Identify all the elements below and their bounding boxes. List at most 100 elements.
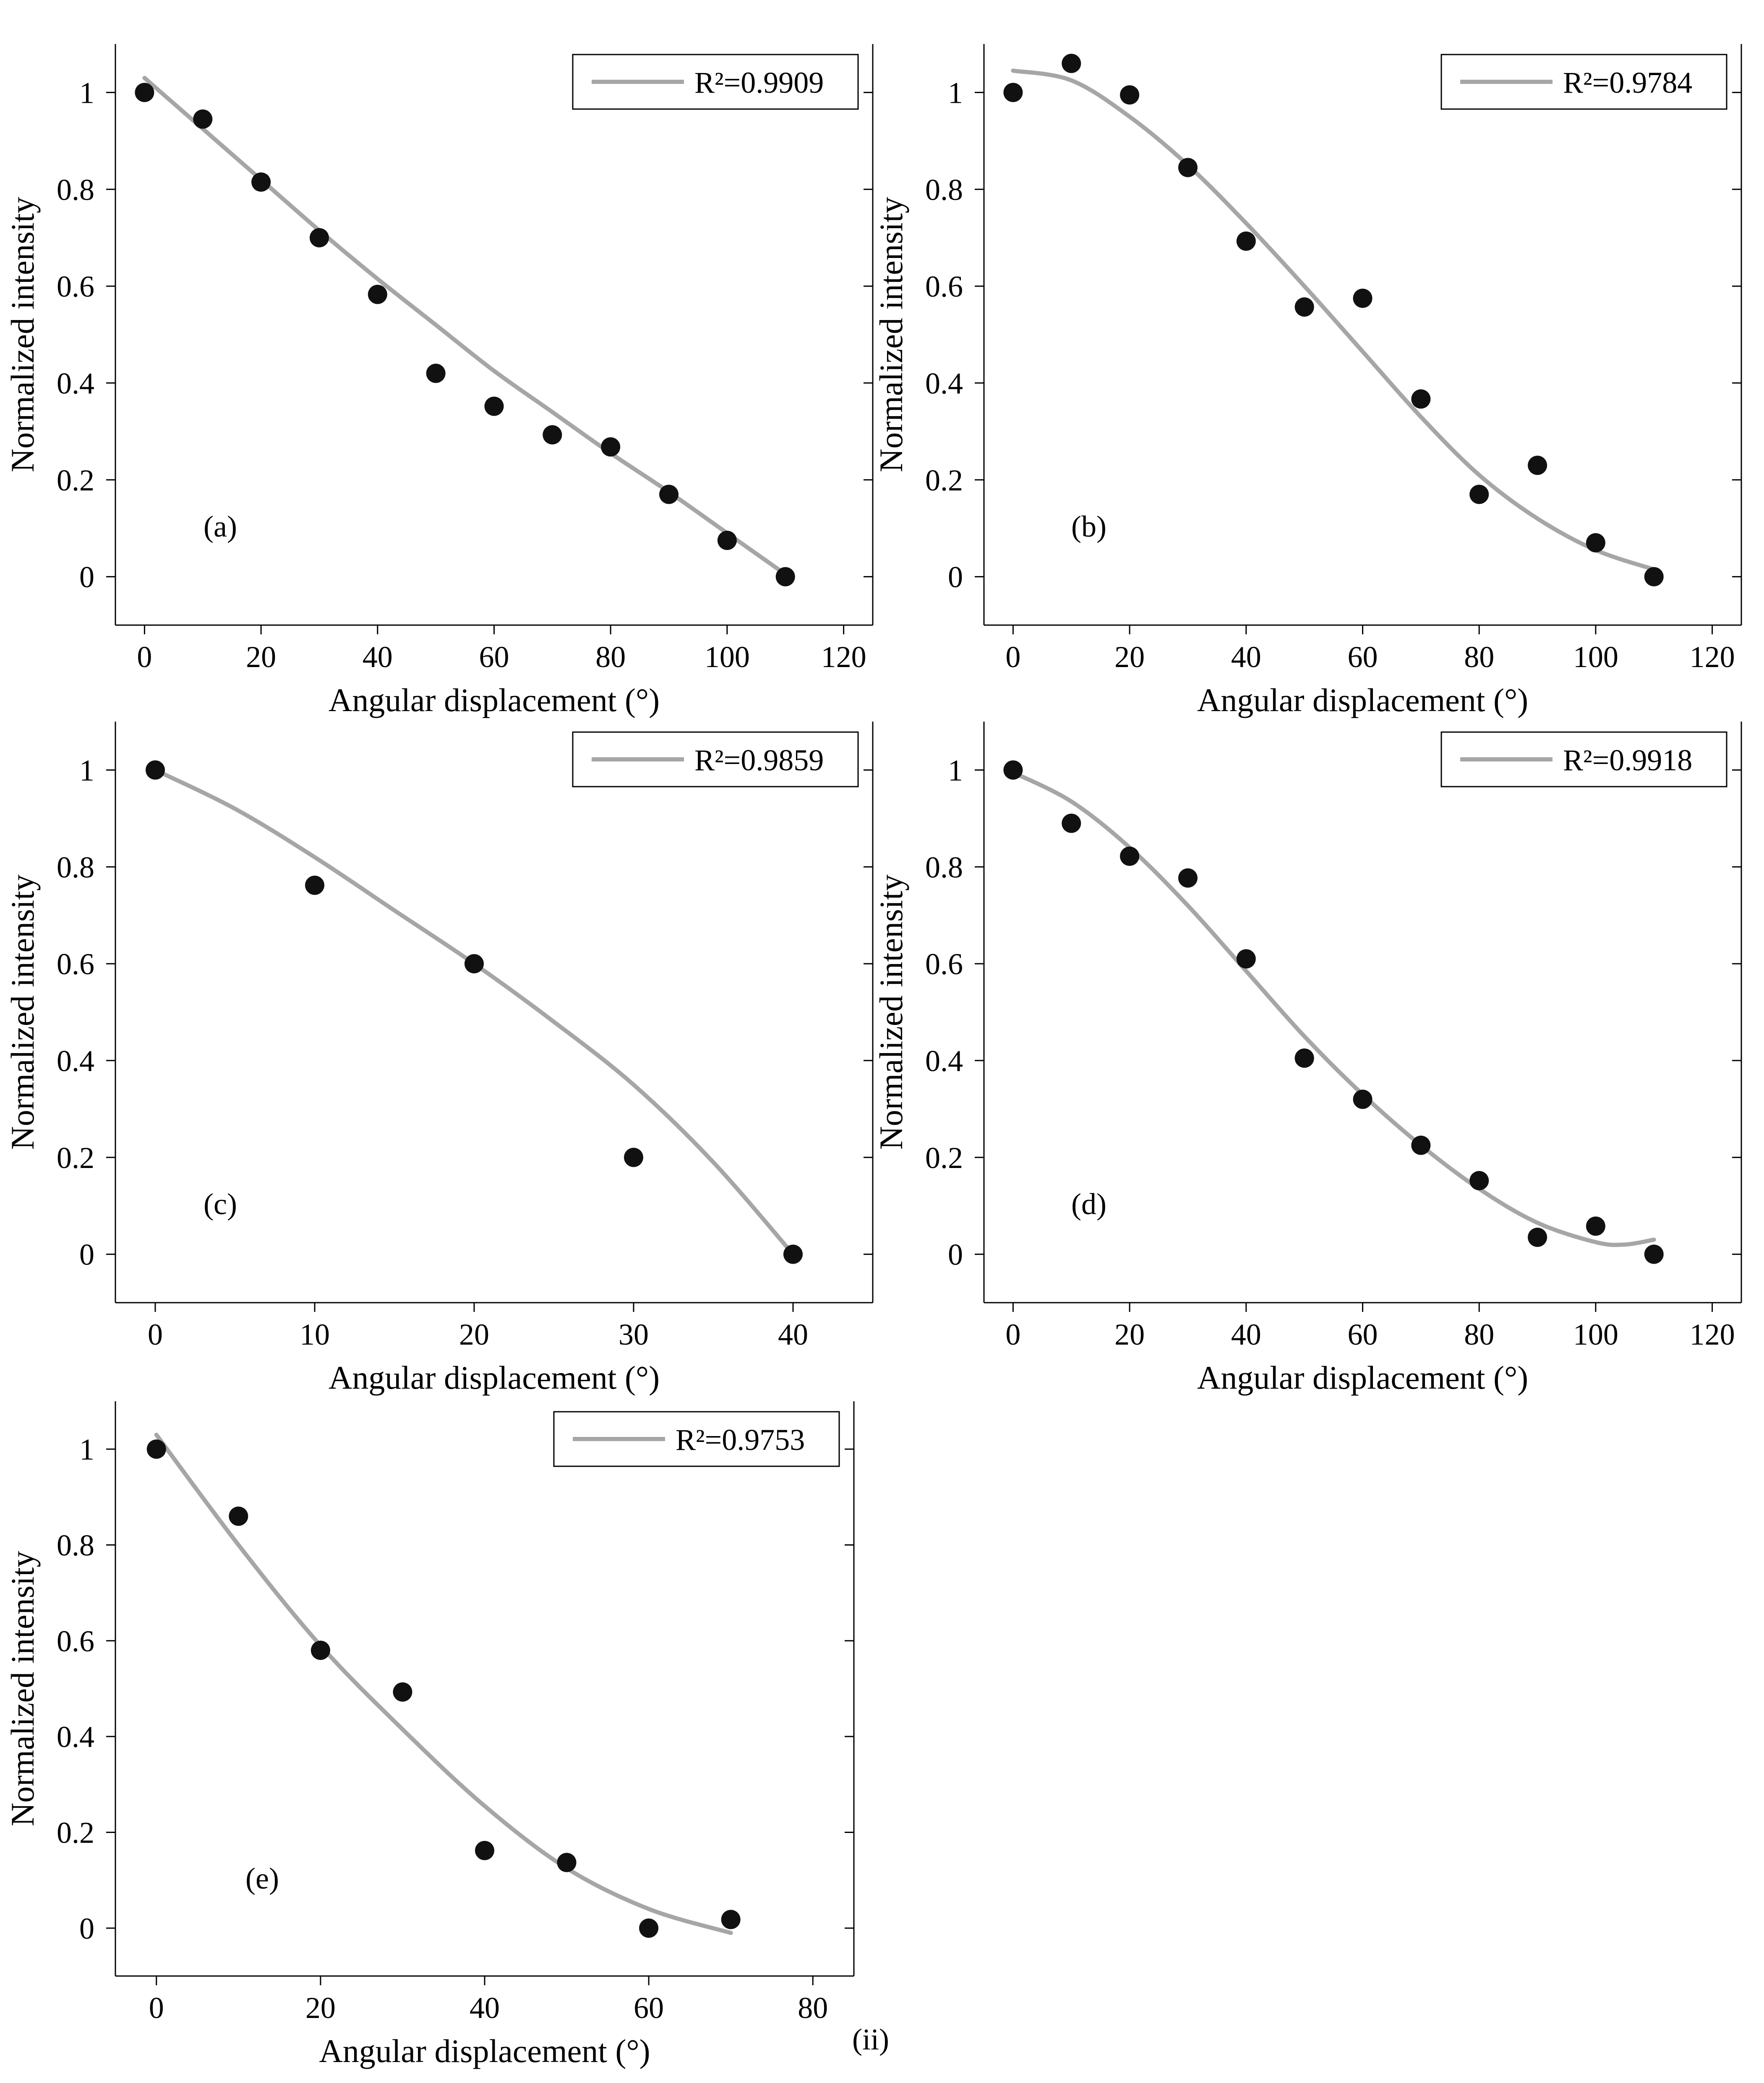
x-tick-label: 20 xyxy=(246,640,276,674)
x-tick-label: 0 xyxy=(137,640,152,674)
data-point xyxy=(775,567,795,587)
y-tick-label: 0 xyxy=(948,561,963,594)
y-axis-title: Normalized intensity xyxy=(4,874,41,1150)
y-tick-label: 0.4 xyxy=(57,1044,94,1078)
x-tick-label: 40 xyxy=(363,640,393,674)
data-point xyxy=(464,954,484,974)
y-axis-title: Normalized intensity xyxy=(4,197,41,472)
data-point xyxy=(639,1918,659,1938)
y-tick-label: 0.8 xyxy=(57,1529,94,1562)
data-point xyxy=(1178,158,1198,177)
x-tick-label: 100 xyxy=(1573,640,1618,674)
data-point xyxy=(717,531,737,550)
y-tick-label: 0.4 xyxy=(57,1720,94,1754)
y-tick-label: 0.8 xyxy=(925,850,963,884)
fit-curve xyxy=(1011,770,1656,1247)
y-tick-label: 0.6 xyxy=(57,1624,94,1658)
x-tick-label: 40 xyxy=(778,1318,808,1351)
x-tick-label: 10 xyxy=(300,1318,330,1351)
legend-entry: R²=0.9918 xyxy=(1563,743,1692,777)
y-tick-label: 0.8 xyxy=(57,173,94,206)
data-point xyxy=(1353,1090,1373,1109)
x-tick-label: 120 xyxy=(1690,1318,1735,1351)
y-axis-title: Normalized intensity xyxy=(873,197,909,472)
x-axis-title: Angular displacement (°) xyxy=(329,682,660,718)
y-tick-label: 0.6 xyxy=(57,270,94,303)
data-point xyxy=(1469,485,1489,504)
x-tick-label: 60 xyxy=(1348,1318,1378,1351)
data-point xyxy=(1411,389,1431,409)
y-tick-label: 1 xyxy=(79,76,94,109)
data-point xyxy=(393,1682,412,1702)
x-tick-label: 20 xyxy=(305,1991,336,2025)
y-tick-label: 0.2 xyxy=(57,464,94,497)
x-tick-label: 0 xyxy=(149,1991,164,2025)
data-point xyxy=(1528,1228,1547,1247)
panel-label: (e) xyxy=(245,1862,279,1895)
data-point xyxy=(1586,533,1605,553)
y-axis-title: Normalized intensity xyxy=(4,1551,41,1826)
data-point xyxy=(475,1841,494,1860)
data-point xyxy=(721,1910,741,1929)
panel-label: (b) xyxy=(1071,510,1106,543)
data-point xyxy=(659,485,679,504)
fit-curve xyxy=(142,76,788,576)
figure-part-label: (ii) xyxy=(852,2023,889,2056)
y-tick-label: 0.6 xyxy=(925,947,963,981)
y-tick-label: 1 xyxy=(79,753,94,787)
legend-entry: R²=0.9859 xyxy=(694,743,824,777)
y-tick-label: 0.2 xyxy=(925,464,963,497)
data-point xyxy=(1411,1135,1431,1155)
x-tick-label: 100 xyxy=(1573,1318,1618,1351)
legend-entry: R²=0.9753 xyxy=(676,1423,805,1457)
x-tick-label: 100 xyxy=(705,640,750,674)
data-point xyxy=(783,1244,803,1264)
data-point xyxy=(311,1640,330,1660)
data-point xyxy=(1294,297,1314,317)
data-point xyxy=(557,1853,577,1872)
panel-label: (c) xyxy=(204,1187,237,1221)
x-tick-label: 40 xyxy=(470,1991,500,2025)
data-point xyxy=(135,83,154,102)
y-tick-label: 0.6 xyxy=(925,270,963,303)
y-tick-label: 1 xyxy=(948,753,963,787)
y-tick-label: 0.4 xyxy=(925,1044,963,1078)
y-tick-label: 0 xyxy=(79,561,94,594)
x-tick-label: 80 xyxy=(1464,1318,1494,1351)
x-axis-title: Angular displacement (°) xyxy=(1197,682,1528,718)
panel-label: (d) xyxy=(1071,1187,1106,1221)
x-axis-title: Angular displacement (°) xyxy=(1197,1359,1528,1396)
data-point xyxy=(146,760,165,780)
y-tick-label: 0.6 xyxy=(57,947,94,981)
x-tick-label: 80 xyxy=(595,640,626,674)
x-tick-label: 40 xyxy=(1231,640,1261,674)
panel-d: 0 20 40 60 80 100 120 0 0.2 0.4 0.6 0.8 1 Angular dis… xyxy=(873,722,1742,1396)
y-tick-label: 0.4 xyxy=(57,367,94,400)
fit-curve xyxy=(154,1432,733,1935)
y-tick-label: 0.8 xyxy=(925,173,963,206)
x-axis-title: Angular displacement (°) xyxy=(319,2033,650,2069)
data-point xyxy=(251,172,271,192)
x-tick-label: 30 xyxy=(618,1318,649,1351)
data-point xyxy=(1236,949,1256,969)
x-tick-label: 0 xyxy=(148,1318,163,1351)
data-point xyxy=(1062,54,1081,73)
data-point xyxy=(1178,868,1198,888)
y-tick-label: 0 xyxy=(948,1238,963,1272)
data-point xyxy=(368,284,387,304)
x-tick-label: 20 xyxy=(1114,640,1145,674)
data-point xyxy=(1644,1244,1664,1264)
y-tick-label: 0.8 xyxy=(57,850,94,884)
x-tick-label: 20 xyxy=(1114,1318,1145,1351)
data-point xyxy=(1469,1171,1489,1191)
y-tick-label: 0 xyxy=(79,1912,94,1945)
data-point xyxy=(1003,760,1023,780)
data-point xyxy=(1294,1048,1314,1068)
panel-b: 0 20 40 60 80 100 120 0 0.2 0.4 0.6 0.8 1 Angular dis… xyxy=(873,44,1742,718)
data-point xyxy=(1120,846,1140,866)
legend-entry: R²=0.9784 xyxy=(1563,66,1692,99)
y-tick-label: 0.2 xyxy=(925,1141,963,1175)
data-point xyxy=(1528,456,1547,475)
y-tick-label: 0 xyxy=(79,1238,94,1272)
